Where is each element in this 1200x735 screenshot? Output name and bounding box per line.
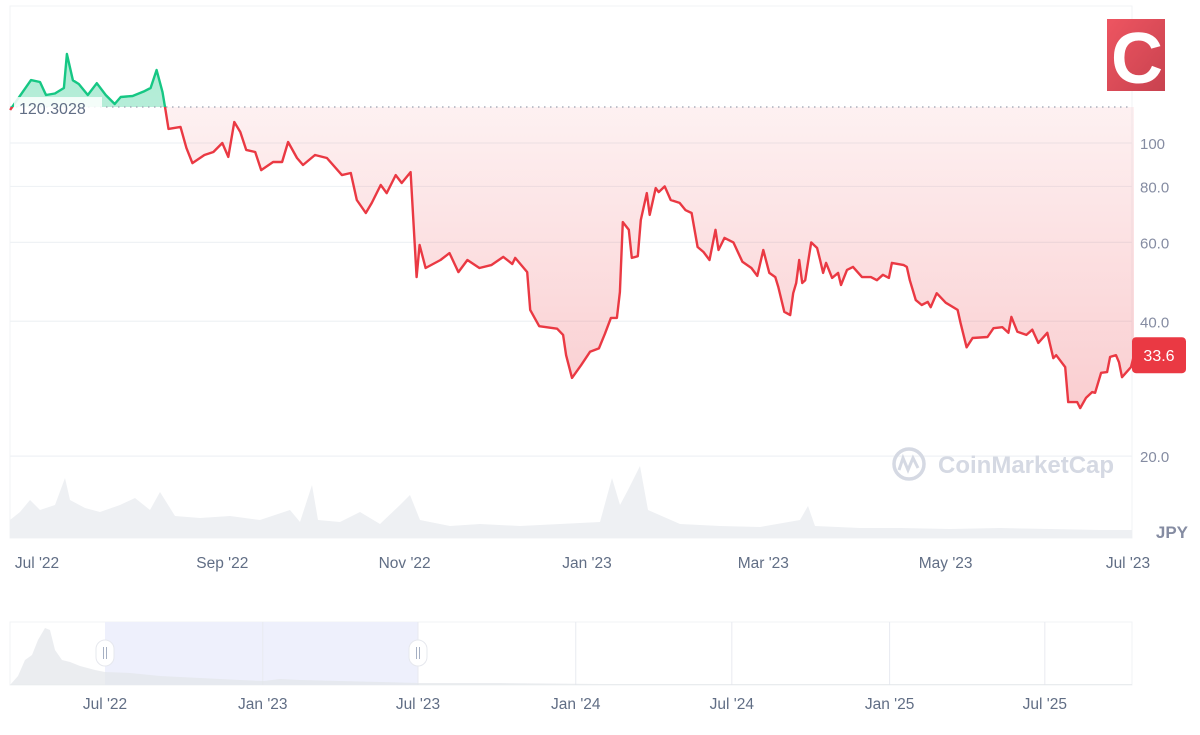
x-axis: Jul '22 Sep '22 Nov '22 Jan '23 Mar '23 May '… [15, 555, 1150, 572]
x-tick-label: Sep '22 [196, 555, 248, 572]
price-area-above-baseline [10, 54, 1134, 108]
logo-letter: C [1111, 19, 1163, 99]
logo: C [1107, 19, 1165, 99]
navigator-selected-range[interactable] [105, 622, 418, 685]
x-tick-label: May '23 [919, 555, 973, 572]
x-tick-label: Nov '22 [379, 555, 431, 572]
coinmarketcap-watermark: CoinMarketCap [892, 447, 1114, 481]
svg-text:120.3028: 120.3028 [19, 101, 86, 118]
coinmarketcap-logo-icon [892, 447, 926, 481]
y-tick-label: 60.0 [1140, 235, 1169, 252]
navigator-handle-left[interactable] [95, 639, 115, 667]
volume-area [10, 466, 1132, 538]
watermark-text: CoinMarketCap [938, 452, 1114, 479]
x-tick-label: Jan '23 [562, 555, 612, 572]
baseline-label: 120.3028 [14, 97, 102, 120]
coinmarketcap-logo-wave [897, 453, 920, 474]
range-navigator[interactable]: Jul '22 Jan '23 Jul '23 Jan '24 Jul '24 Jan '… [9, 621, 1133, 713]
price-line-down [9, 107, 1136, 410]
currency-label: JPY [1156, 523, 1189, 542]
y-tick-label: 20.0 [1140, 449, 1169, 466]
current-price-badge: 33.6 [1132, 337, 1186, 374]
svg-text:33.6: 33.6 [1143, 348, 1174, 365]
navigator-tick-label: Jul '23 [396, 696, 440, 713]
y-tick-label: 40.0 [1140, 314, 1169, 331]
navigator-tick-label: Jan '25 [865, 696, 915, 713]
navigator-tick-label: Jul '24 [710, 696, 755, 713]
x-tick-label: Jul '22 [15, 555, 59, 572]
y-tick-label: 80.0 [1140, 179, 1169, 196]
navigator-x-axis: Jul '22 Jan '23 Jul '23 Jan '24 Jul '24 Jan '… [83, 696, 1067, 713]
navigator-handle-right[interactable] [408, 639, 428, 667]
navigator-tick-label: Jan '24 [551, 696, 601, 713]
navigator-gridlines [262, 622, 1046, 685]
y-tick-label: 100 [1140, 136, 1165, 153]
x-tick-label: Jul '23 [1106, 555, 1150, 572]
navigator-tick-label: Jul '25 [1023, 696, 1067, 713]
x-tick-label: Mar '23 [738, 555, 789, 572]
y-axis: 100 80.0 60.0 40.0 20.0 [1140, 136, 1169, 466]
navigator-tick-label: Jul '22 [83, 696, 127, 713]
navigator-tick-label: Jan '23 [238, 696, 288, 713]
navigator-price-area [10, 628, 1132, 685]
price-area-below-baseline [10, 107, 1134, 409]
